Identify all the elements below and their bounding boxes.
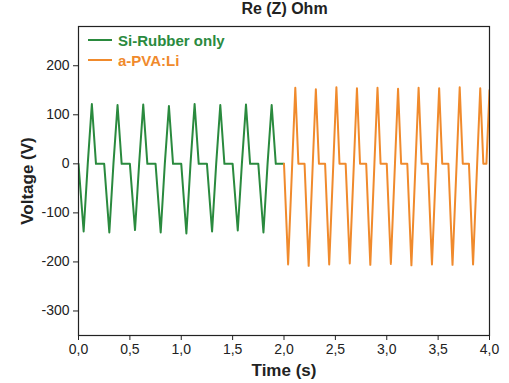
svg-text:2,0: 2,0: [274, 341, 294, 357]
svg-text:1,5: 1,5: [223, 341, 243, 357]
svg-text:2,5: 2,5: [326, 341, 346, 357]
html-text:Si-Rubber only: Si-Rubber only: [118, 31, 225, 49]
svg-text:200: 200: [46, 57, 70, 73]
svg-text:0,0: 0,0: [69, 341, 89, 357]
svg-text:4,0: 4,0: [480, 341, 500, 357]
svg-text:100: 100: [46, 106, 70, 122]
html-text:Re (Z) Ohm: Re (Z) Ohm: [241, 0, 328, 17]
svg-text:0,5: 0,5: [120, 341, 140, 357]
svg-text:1,0: 1,0: [172, 341, 192, 357]
html-text:a-PVA:Li: a-PVA:Li: [118, 51, 180, 69]
svg-text:-300: -300: [41, 302, 69, 318]
svg-text:0: 0: [62, 155, 70, 171]
svg-text:-200: -200: [41, 253, 69, 269]
svg-text:-100: -100: [41, 204, 69, 220]
svg-text:Voltage (V): Voltage (V): [18, 137, 37, 225]
svg-text:3,5: 3,5: [428, 341, 448, 357]
svg-text:3,0: 3,0: [377, 341, 397, 357]
svg-text:Time (s): Time (s): [252, 361, 317, 380]
